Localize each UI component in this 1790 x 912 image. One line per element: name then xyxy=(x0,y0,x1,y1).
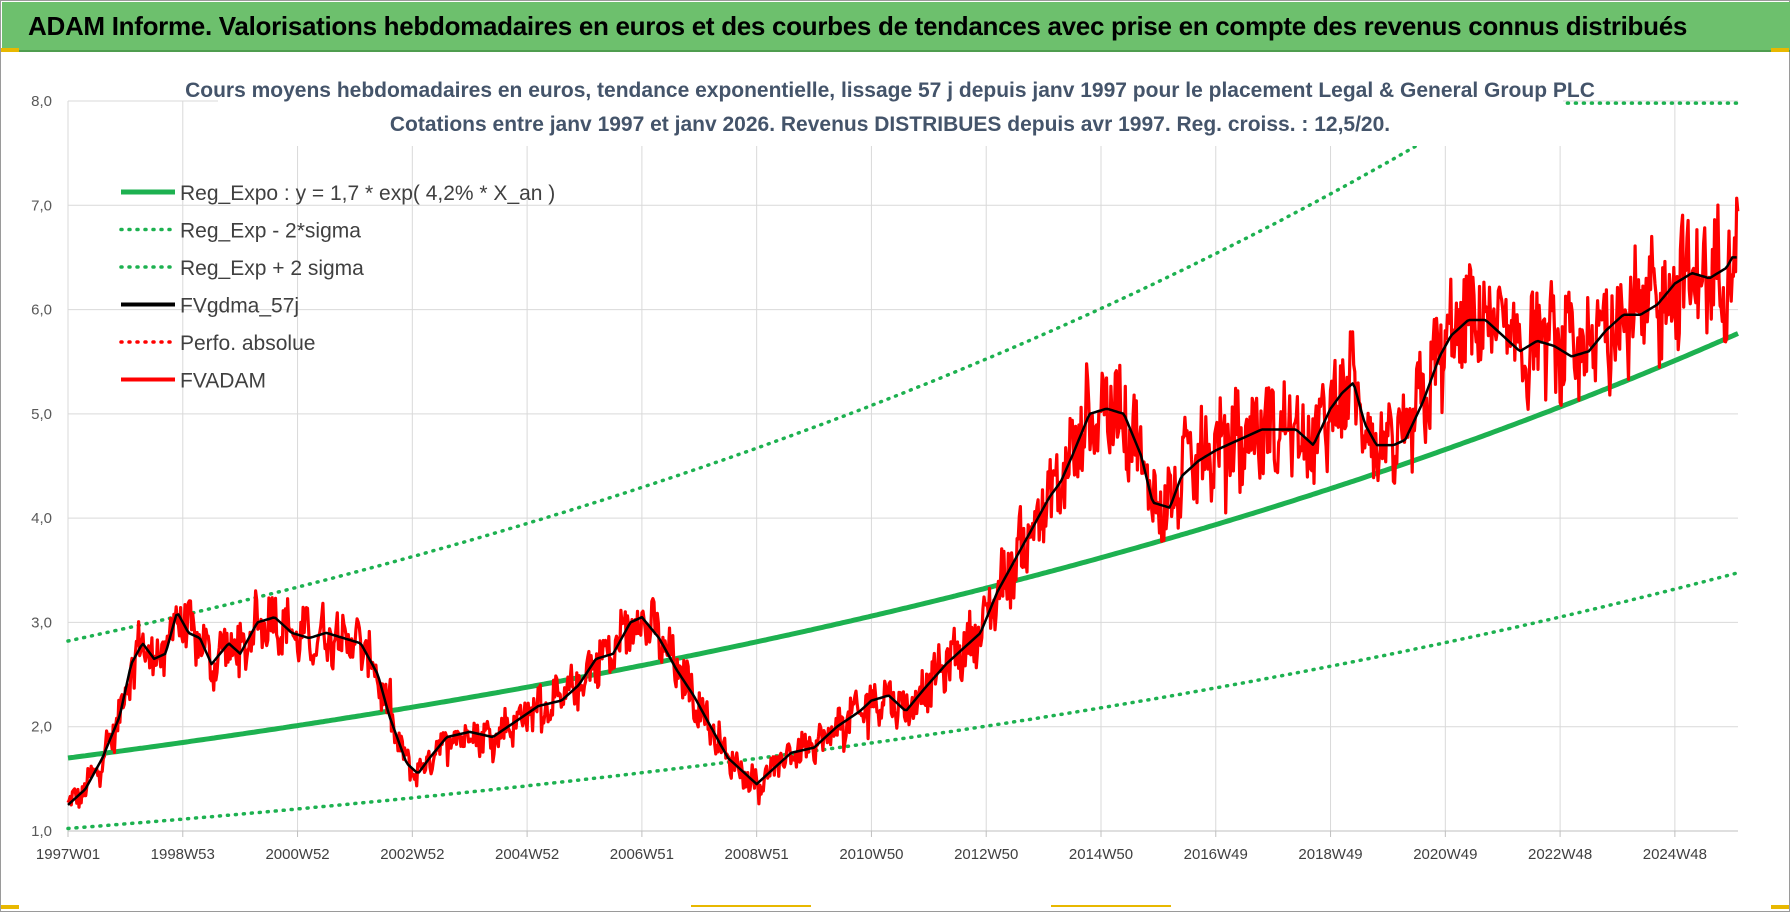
legend-label: Reg_Exp + 2 sigma xyxy=(180,257,364,280)
report-banner: ADAM Informe. Valorisations hebdomadaire… xyxy=(2,2,1790,52)
x-tick-label: 2016W49 xyxy=(1184,846,1248,863)
report-title: ADAM Informe. Valorisations hebdomadaire… xyxy=(28,11,1688,41)
series-line-reg_high xyxy=(66,99,1493,643)
x-tick-label: 1998W53 xyxy=(151,846,215,863)
y-tick-label: 3,0 xyxy=(31,614,52,631)
x-tick-label: 2000W52 xyxy=(265,846,329,863)
series-line-reg_low xyxy=(66,570,1740,831)
legend-label: Perfo. absolue xyxy=(180,332,315,355)
corner-mark-bottom-right xyxy=(1771,905,1789,909)
corner-mark-top-right xyxy=(1771,48,1789,52)
y-tick-label: 7,0 xyxy=(31,197,52,214)
y-tick-label: 4,0 xyxy=(31,510,52,527)
y-tick-label: 5,0 xyxy=(31,406,52,423)
series-line-fvgdma xyxy=(67,256,1737,806)
y-tick-label: 6,0 xyxy=(31,302,52,319)
x-tick-label: 2018W49 xyxy=(1298,846,1362,863)
axes: 1,0 2,0 3,0 4,0 5,0 6,0 7,0 8,0 1997W01 1998W53 20… xyxy=(31,93,1738,863)
bottom-mark-1 xyxy=(691,905,811,907)
chart-title-line-2: Cotations entre janv 1997 et janv 2026. … xyxy=(390,113,1390,136)
legend: Reg_Expo : y = 1,7 * exp( 4,2% * X_an ) R… xyxy=(119,182,555,393)
y-tick-label: 8,0 xyxy=(31,93,52,110)
corner-mark-bottom-left xyxy=(1,905,19,909)
x-tick-label: 2024W48 xyxy=(1643,846,1707,863)
x-tick-label: 1997W01 xyxy=(36,846,100,863)
corner-mark-top-left xyxy=(1,48,19,52)
x-tick-label: 2004W52 xyxy=(495,846,559,863)
x-tick-label: 2012W50 xyxy=(954,846,1018,863)
x-tick-label: 2010W50 xyxy=(839,846,903,863)
legend-label: Reg_Exp - 2*sigma xyxy=(180,220,361,243)
bottom-mark-2 xyxy=(1051,905,1171,907)
x-tick-label: 2008W51 xyxy=(725,846,789,863)
y-tick-label: 1,0 xyxy=(31,823,52,840)
chart-title-line-1: Cours moyens hebdomadaires en euros, ten… xyxy=(185,79,1595,102)
chart-title-background xyxy=(218,70,1563,146)
legend-label: FVADAM xyxy=(180,370,266,393)
x-tick-label: 2002W52 xyxy=(380,846,444,863)
x-tick-label: 2014W50 xyxy=(1069,846,1133,863)
series-line-fvadam xyxy=(66,196,1740,809)
x-tick-label: 2022W48 xyxy=(1528,846,1592,863)
y-tick-label: 2,0 xyxy=(31,719,52,736)
x-tick-label: 2020W49 xyxy=(1413,846,1477,863)
series-line-reg xyxy=(67,331,1739,761)
series-lines xyxy=(66,99,1740,831)
legend-label: FVgdma_57j xyxy=(180,295,299,318)
x-tick-label: 2006W51 xyxy=(610,846,674,863)
legend-label: Reg_Expo : y = 1,7 * exp( 4,2% * X_an ) xyxy=(180,182,555,205)
